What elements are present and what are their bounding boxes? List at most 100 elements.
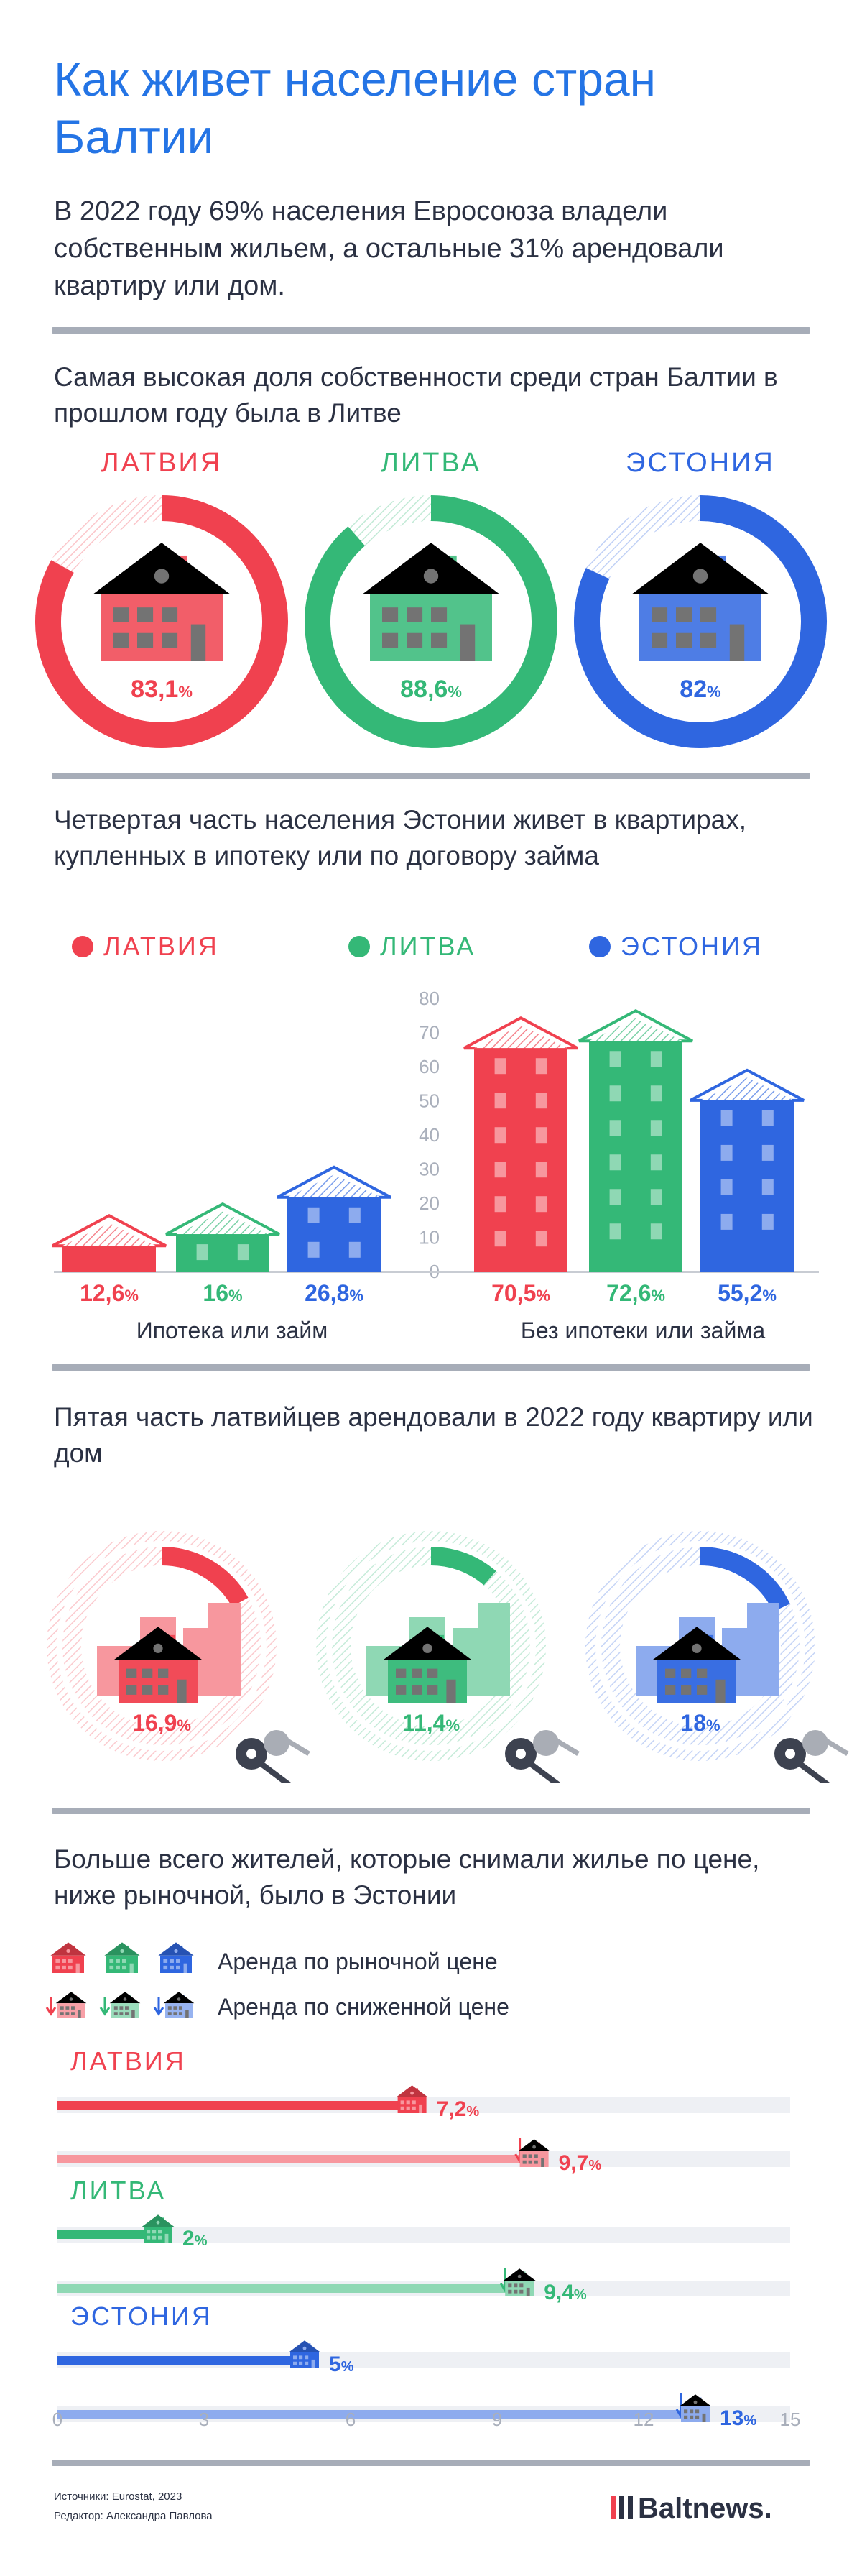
divider	[52, 2460, 810, 2466]
bar	[165, 1202, 280, 1272]
keys-icon	[236, 1730, 310, 1789]
legend-label: Аренда по рыночной цене	[218, 1949, 498, 1974]
divider	[52, 773, 810, 779]
market-house-icon	[104, 1942, 140, 1973]
x-tick-label: 15	[780, 2409, 801, 2430]
legend-item: ЛАТВИЯ	[72, 932, 219, 962]
y-tick-label: 40	[419, 1124, 440, 1146]
y-tick-label: 70	[419, 1022, 440, 1044]
bar	[578, 1008, 693, 1272]
group-label: Ипотека или займ	[136, 1317, 328, 1343]
down-arrow-icon	[99, 1997, 111, 2016]
donut-country-label: ЛАТВИЯ	[101, 448, 223, 478]
bar-value-label: 26,8%	[305, 1280, 363, 1306]
section4-heading: Больше всего жителей, которые снимали жи…	[54, 1844, 760, 1910]
reduced-rent-bar: 9,7%	[57, 2138, 790, 2175]
outer-ring	[47, 1531, 277, 1761]
reduced-house-icon	[109, 1992, 141, 2018]
rent-donut: 11,4%	[316, 1531, 580, 1789]
legend-dot	[348, 936, 370, 957]
donut-arc	[574, 495, 827, 748]
divider	[52, 1808, 810, 1814]
legend-dot	[589, 936, 611, 957]
house-marker-icon	[518, 2139, 550, 2167]
lead-text: В 2022 году 69% населения Евросоюза влад…	[54, 196, 724, 301]
market-rent-bar: 2%	[57, 2214, 790, 2250]
section2-legend: ЛАТВИЯ ЛИТВА ЭСТОНИЯ	[0, 927, 862, 970]
donut-value: 18%	[680, 1710, 720, 1736]
section2-heading: Четвертая часть населения Эстонии живет …	[54, 805, 747, 870]
reduced-house-icon	[163, 1992, 195, 2018]
building-shape	[208, 1603, 241, 1696]
outer-ring	[585, 1531, 815, 1761]
donut-arc	[35, 495, 288, 748]
building-shape	[478, 1603, 510, 1696]
x-tick-label: 3	[199, 2409, 209, 2430]
y-tick-label: 30	[419, 1159, 440, 1180]
country-label: ЭСТОНИЯ	[70, 2301, 213, 2331]
reduced-house-icon	[55, 1992, 87, 2018]
sources-text: Источники: Eurostat, 2023	[54, 2490, 182, 2503]
legend-label: ЛАТВИЯ	[103, 932, 219, 961]
y-tick-label: 80	[419, 988, 440, 1009]
divider	[52, 327, 810, 334]
bar-value-label: 13%	[720, 2406, 756, 2430]
ownership-donuts: ЛАТВИЯ 83,1% ЛИТВА 88,6% ЭСТОНИЯ 82%	[0, 438, 862, 769]
bar-track	[57, 2227, 790, 2242]
building-shape	[747, 1603, 779, 1696]
divider	[52, 1364, 810, 1371]
ownership-donut: ЛИТВА 88,6%	[305, 448, 557, 748]
ownership-donut: ЭСТОНИЯ 82%	[574, 448, 827, 748]
donut-arc	[305, 495, 557, 748]
bar	[277, 1165, 391, 1272]
keys-icon	[774, 1730, 849, 1789]
legend-dot	[72, 936, 93, 957]
legend-label: ЭСТОНИЯ	[621, 932, 763, 961]
house-marker-icon	[396, 2085, 428, 2113]
bar	[463, 1016, 578, 1272]
legend-label: Аренда по сниженной цене	[218, 1994, 509, 2020]
reduced-rent-bar: 9,4%	[57, 2268, 790, 2304]
y-tick-label: 50	[419, 1090, 440, 1112]
rent-donuts: 16,9% 11,4% 18%	[0, 1524, 862, 1789]
donut-value: 82%	[680, 676, 720, 703]
country-label: ЛИТВА	[70, 2176, 166, 2205]
section1-heading: Самая высокая доля собственности среди с…	[54, 362, 778, 428]
bar-value-label: 16%	[203, 1280, 242, 1306]
bar-value-label: 12,6%	[80, 1280, 139, 1306]
x-tick-label: 0	[52, 2409, 62, 2430]
down-arrow-icon	[153, 1997, 164, 2016]
house-marker-icon	[503, 2268, 536, 2296]
bar-value-label: 70,5%	[491, 1280, 550, 1306]
outer-ring	[316, 1531, 546, 1761]
house-marker-icon	[142, 2214, 175, 2242]
house-marker-icon	[679, 2394, 712, 2422]
y-tick-label: 60	[419, 1056, 440, 1077]
bar-value-label: 7,2%	[437, 2097, 480, 2121]
legend-label: ЛИТВА	[380, 932, 476, 961]
mortgage-bar-chart: 0102030405060708012,6%70,5%16%72,6%26,8%…	[52, 988, 819, 1343]
reduced-rent-bar: 13%	[57, 2393, 790, 2430]
bar-value-label: 55,2%	[718, 1280, 777, 1306]
x-tick-label: 12	[634, 2409, 654, 2430]
y-tick-label: 10	[419, 1227, 440, 1248]
bar-value-label: 72,6%	[606, 1280, 665, 1306]
page-title: Как живет население стран Балтии	[54, 52, 657, 163]
bar	[690, 1068, 805, 1272]
market-house-icon	[50, 1942, 86, 1973]
donut-arc	[430, 1547, 496, 1586]
donut-arc	[161, 1547, 249, 1607]
y-tick-label: 20	[419, 1192, 440, 1214]
donut-country-label: ЛИТВА	[381, 448, 481, 478]
house-icon	[383, 1627, 472, 1703]
rent-donut: 18%	[585, 1531, 849, 1789]
brand-name: Baltnews.	[638, 2493, 772, 2524]
down-arrow-icon	[45, 1997, 57, 2016]
section4-legend: Аренда по рыночной цене Аренда по сниженн…	[45, 1942, 509, 2020]
group-label: Без ипотеки или займа	[521, 1317, 765, 1343]
house-icon	[652, 1627, 741, 1703]
x-tick-label: 6	[346, 2409, 356, 2430]
donut-value: 11,4%	[402, 1710, 460, 1736]
house-marker-icon	[288, 2340, 321, 2368]
donut-arc	[700, 1547, 790, 1612]
